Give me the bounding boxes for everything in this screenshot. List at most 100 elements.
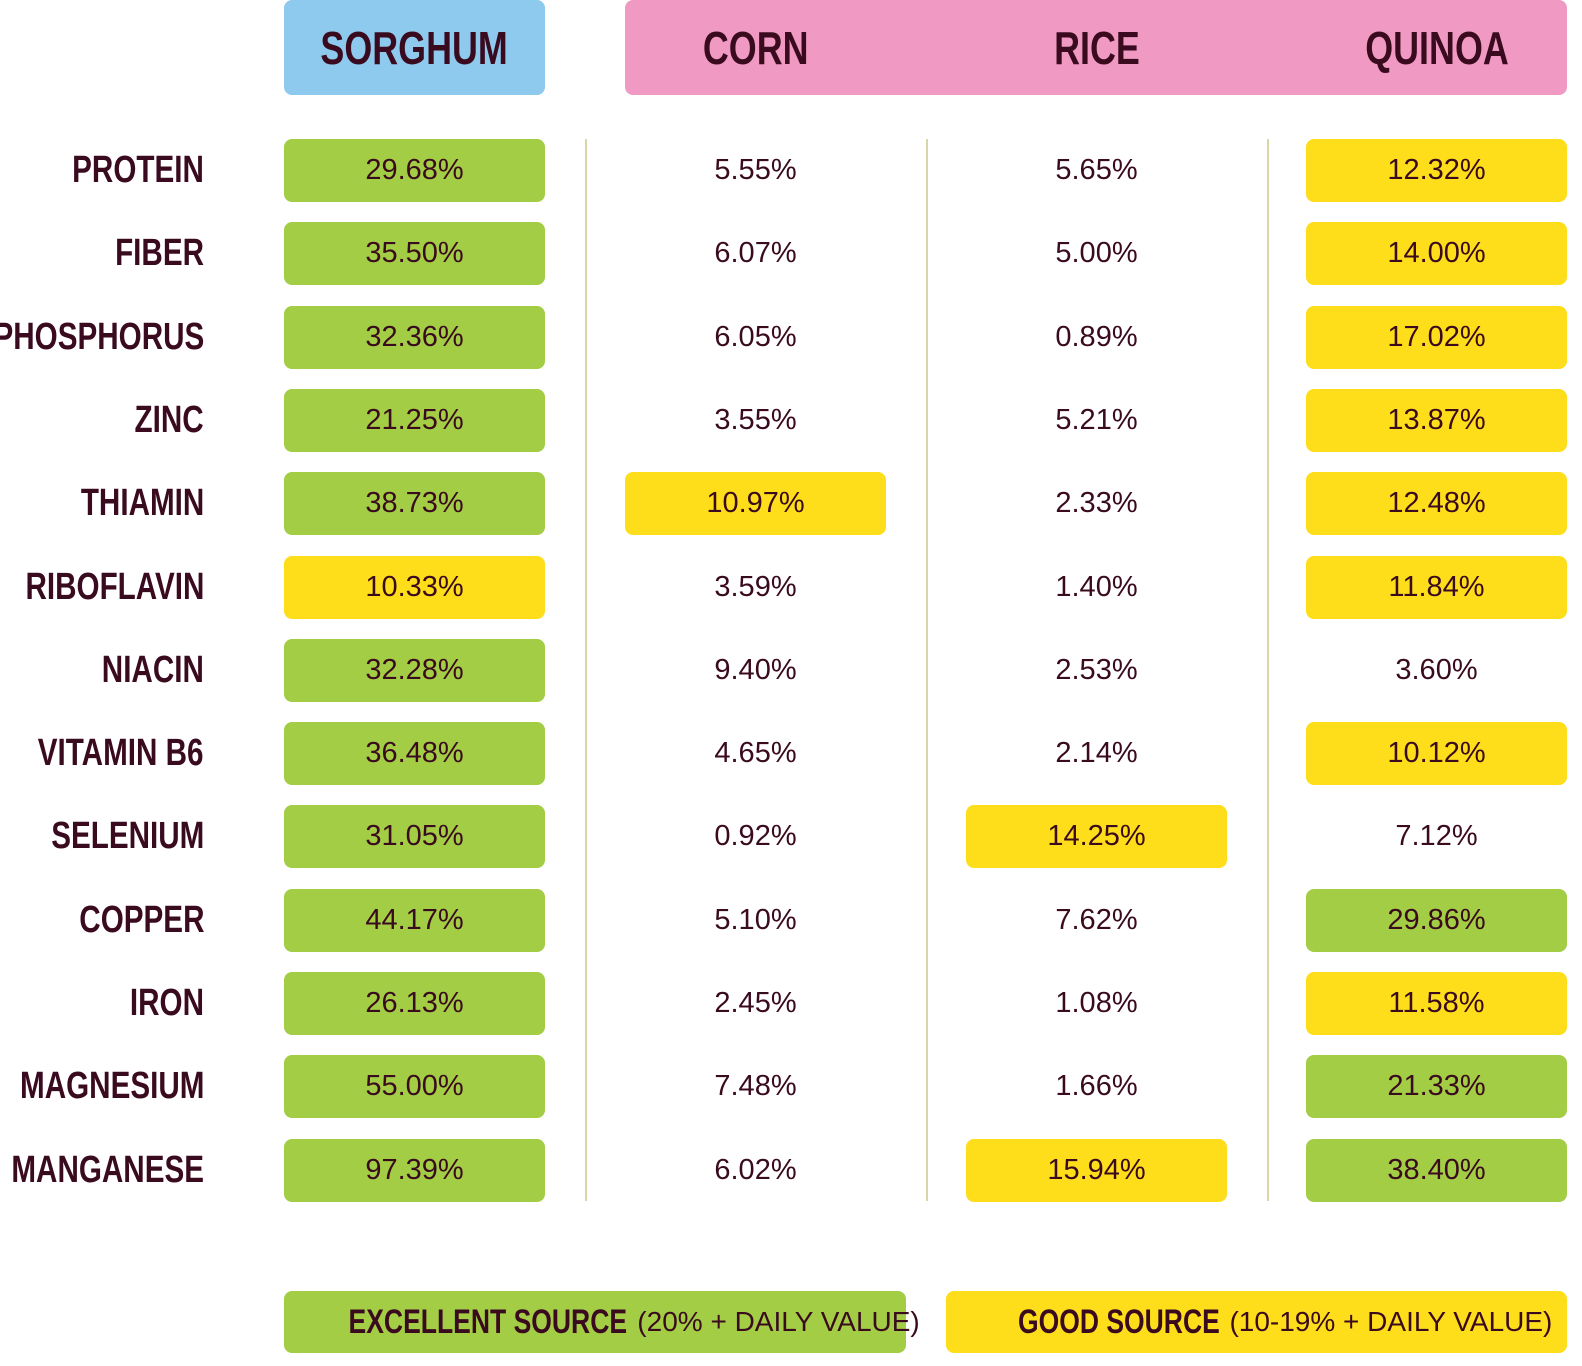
value-cell: 7.48%	[625, 1055, 886, 1118]
value-cell: 1.66%	[966, 1055, 1227, 1118]
value-cell-text: 21.33%	[1387, 1070, 1486, 1103]
value-cell-text: 5.21%	[1055, 403, 1138, 436]
value-cell-text: 2.33%	[1055, 487, 1138, 520]
value-cell: 2.45%	[625, 972, 886, 1035]
value-cell-text: 0.89%	[1055, 320, 1138, 353]
value-cell: 14.25%	[966, 805, 1227, 869]
row-label-text: THIAMIN	[80, 482, 204, 525]
value-cell-text: 35.50%	[365, 237, 464, 270]
value-cell-text: 14.25%	[1047, 820, 1146, 853]
row-label-text: MAGNESIUM	[19, 1065, 204, 1108]
row-label: VITAMIN B6	[0, 722, 204, 785]
value-cell-text: 9.40%	[714, 653, 797, 686]
row-label: ZINC	[115, 389, 204, 452]
value-cell: 31.05%	[284, 805, 545, 869]
row-label-text: ZINC	[134, 398, 204, 441]
value-cell-text: 29.68%	[365, 154, 464, 186]
value-cell: 44.17%	[284, 888, 545, 952]
column-separator	[926, 139, 928, 1201]
value-cell-text: 5.10%	[714, 903, 797, 936]
value-cell-text: 11.84%	[1388, 570, 1485, 603]
value-cell: 10.12%	[1306, 722, 1567, 786]
column-header: SORGHUM	[284, 0, 545, 95]
value-cell-text: 6.07%	[714, 237, 797, 270]
row-label-text: MANGANESE	[11, 1148, 204, 1191]
value-cell: 36.48%	[284, 722, 545, 786]
row-label: THIAMIN	[46, 472, 204, 535]
value-cell: 12.48%	[1306, 472, 1567, 536]
value-cell: 5.00%	[966, 222, 1227, 285]
value-cell-text: 36.48%	[365, 737, 464, 770]
legend-note: (10-19% + DAILY VALUE)	[1229, 1306, 1553, 1337]
value-cell-text: 29.86%	[1387, 903, 1486, 936]
value-cell-text: 1.08%	[1055, 987, 1138, 1019]
row-label: PHOSPHORUS	[0, 306, 204, 369]
value-cell: 2.33%	[966, 472, 1227, 535]
column-header: CORN	[625, 0, 886, 95]
column-header: RICE	[966, 0, 1227, 95]
value-cell: 9.40%	[625, 639, 886, 702]
value-cell-text: 1.40%	[1055, 570, 1138, 603]
value-cell-text: 6.02%	[714, 1153, 797, 1186]
row-label: SELENIUM	[8, 805, 204, 868]
value-cell-text: 1.66%	[1055, 1070, 1138, 1103]
value-cell: 7.12%	[1306, 805, 1567, 868]
row-label: IRON	[109, 972, 204, 1035]
value-cell: 0.92%	[625, 805, 886, 868]
value-cell-text: 38.73%	[365, 487, 464, 520]
value-cell-text: 6.05%	[714, 320, 797, 353]
value-cell: 32.28%	[284, 638, 545, 702]
value-cell-text: 5.00%	[1055, 237, 1138, 270]
column-header-text: CORN	[702, 21, 809, 74]
value-cell-text: 10.97%	[706, 487, 805, 520]
value-cell: 13.87%	[1306, 388, 1567, 452]
value-cell: 29.86%	[1306, 888, 1567, 952]
value-cell: 32.36%	[284, 305, 545, 369]
value-cell-text: 44.17%	[365, 903, 464, 936]
row-label: PROTEIN	[35, 139, 204, 202]
value-cell-text: 97.39%	[365, 1153, 464, 1186]
value-cell: 2.14%	[966, 722, 1227, 785]
column-header-text: QUINOA	[1364, 21, 1509, 74]
value-cell-text: 3.59%	[714, 570, 797, 603]
value-cell: 2.53%	[966, 639, 1227, 702]
value-cell-text: 32.28%	[365, 653, 464, 686]
value-cell: 6.02%	[625, 1139, 886, 1202]
value-cell: 11.84%	[1306, 555, 1567, 619]
column-separator	[1267, 139, 1269, 1201]
legend-note: (20% + DAILY VALUE)	[637, 1306, 920, 1337]
value-cell-text: 10.33%	[365, 570, 464, 603]
value-cell-text: 32.36%	[365, 320, 464, 353]
value-cell: 7.62%	[966, 889, 1227, 952]
value-cell-text: 10.12%	[1387, 737, 1486, 770]
sorghum-header-bg	[284, 0, 545, 95]
value-cell: 12.32%	[1306, 139, 1567, 202]
legend-title: GOOD SOURCE	[1017, 1302, 1220, 1341]
value-cell: 11.58%	[1306, 972, 1567, 1035]
value-cell-text: 5.65%	[1055, 154, 1138, 186]
value-cell-text: 12.32%	[1387, 154, 1486, 186]
value-cell-text: 21.25%	[365, 403, 464, 436]
value-cell: 10.97%	[625, 472, 886, 536]
row-label-text: VITAMIN B6	[38, 732, 204, 775]
legend-title: EXCELLENT SOURCE	[348, 1302, 628, 1341]
value-cell-text: 3.55%	[714, 403, 797, 436]
value-cell-text: 0.92%	[714, 820, 797, 853]
value-cell: 38.73%	[284, 472, 545, 536]
value-cell: 5.65%	[966, 139, 1227, 202]
value-cell: 5.21%	[966, 389, 1227, 452]
value-cell-text: 14.00%	[1387, 237, 1486, 270]
value-cell: 3.59%	[625, 556, 886, 619]
value-cell: 1.08%	[966, 972, 1227, 1035]
value-cell-text: 2.14%	[1055, 737, 1138, 770]
others-header-bg	[625, 0, 1567, 95]
legend-item: EXCELLENT SOURCE (20% + DAILY VALUE)	[284, 1291, 920, 1353]
row-label: MAGNESIUM	[0, 1055, 204, 1118]
row-label: RIBOFLAVIN	[0, 556, 204, 619]
column-separator	[585, 139, 587, 1201]
value-cell: 35.50%	[284, 222, 545, 286]
value-cell: 97.39%	[284, 1138, 545, 1202]
value-cell: 6.05%	[625, 306, 886, 369]
value-cell: 21.33%	[1306, 1055, 1567, 1119]
